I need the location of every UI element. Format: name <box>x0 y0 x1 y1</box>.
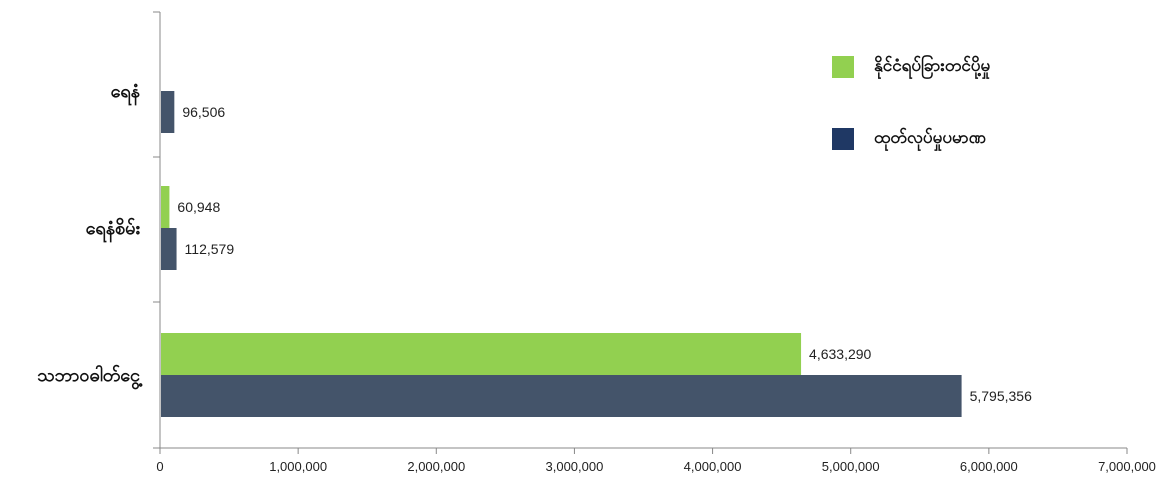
x-tick-label: 5,000,000 <box>822 459 880 474</box>
chart-bars <box>161 91 962 417</box>
legend-swatch-export <box>832 56 854 78</box>
legend-label-export: နိုင်ငံရပ်ခြားတင်ပို့မှု <box>874 55 991 76</box>
bar-production <box>161 228 177 270</box>
chart-axes <box>153 11 1128 454</box>
data-label: 112,579 <box>185 241 235 257</box>
x-tick-label: 7,000,000 <box>1098 459 1156 474</box>
x-tick-label: 6,000,000 <box>960 459 1018 474</box>
legend-item-export: နိုင်ငံရပ်ခြားတင်ပို့မှု <box>832 52 1132 82</box>
category-label: သဘာဝဓါတ်ငွေ့ <box>37 364 143 390</box>
category-label: ရေနံ <box>111 81 141 106</box>
chart-labels: 0 1,000,000 2,000,000 3,000,000 4,000,000 5,0… <box>37 81 1156 474</box>
x-tick-label: 1,000,000 <box>269 459 327 474</box>
legend-label-production: ထုတ်လုပ်မှုပမာဏ <box>874 127 986 148</box>
chart-legend: နိုင်ငံရပ်ခြားတင်ပို့မှု ထုတ်လုပ်မှုပမာဏ <box>832 52 1132 196</box>
x-tick-label: 4,000,000 <box>684 459 742 474</box>
x-tick-label: 2,000,000 <box>407 459 465 474</box>
legend-swatch-production <box>832 128 854 150</box>
x-tick-label: 0 <box>156 459 163 474</box>
category-label: ရေနံစိမ်း <box>86 217 141 243</box>
data-label: 60,948 <box>177 199 220 215</box>
data-label: 96,506 <box>182 104 225 120</box>
data-label: 4,633,290 <box>809 346 871 362</box>
legend-item-production: ထုတ်လုပ်မှုပမာဏ <box>832 124 1132 154</box>
bar-production <box>161 375 962 417</box>
x-tick-label: 3,000,000 <box>546 459 604 474</box>
bar-production <box>161 91 175 133</box>
bar-export <box>161 186 170 228</box>
bar-export <box>161 333 802 375</box>
data-label: 5,795,356 <box>970 388 1032 404</box>
